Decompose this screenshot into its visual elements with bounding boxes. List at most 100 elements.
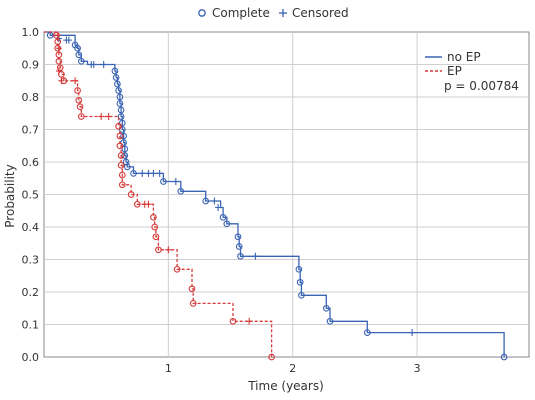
complete-marker-icon xyxy=(198,9,206,17)
series-no-ep-event-point xyxy=(500,353,508,361)
series-ep-censor-mark xyxy=(98,113,105,120)
series-ep-event-point xyxy=(75,96,83,104)
x-axis-title: Time (years) xyxy=(247,379,324,393)
legend-no-ep-label: no EP xyxy=(447,50,481,64)
series-no-ep-censor-mark xyxy=(215,204,222,211)
series-ep-event-point xyxy=(117,152,125,159)
series-legend: no EP EP p = 0.00784 xyxy=(425,50,519,93)
series-ep-event-point xyxy=(116,132,124,140)
series-no-ep xyxy=(44,31,508,361)
legend-complete-label: Complete xyxy=(212,6,270,20)
series-no-ep-censor-mark xyxy=(211,197,218,205)
series-ep-line xyxy=(44,31,273,357)
series-ep-event-point xyxy=(116,142,124,150)
series-ep-censor-mark xyxy=(165,246,172,254)
series-no-ep-event-point xyxy=(74,44,81,52)
series-no-ep-event-point xyxy=(123,163,131,171)
series-ep-censor-mark xyxy=(72,77,79,85)
series-no-ep-censor-mark xyxy=(100,61,107,68)
y-tick-label: 0.5 xyxy=(22,189,40,202)
series-ep-event-point xyxy=(115,122,122,130)
series-no-ep-event-point xyxy=(118,119,126,127)
series-no-ep-event-point xyxy=(115,87,122,94)
y-tick-label: 0.4 xyxy=(22,221,40,234)
series-no-ep-censor-mark xyxy=(172,178,179,185)
series-ep-censor-mark xyxy=(105,113,112,120)
series-ep-event-point xyxy=(173,265,181,273)
x-tick-label: 2 xyxy=(289,362,296,375)
series-ep-event-point xyxy=(77,113,85,120)
series-ep-censor-mark xyxy=(55,67,62,75)
series-no-ep-censor-mark xyxy=(90,61,97,68)
series-ep-censor-mark xyxy=(55,44,62,52)
series-ep-censor-mark xyxy=(54,31,61,39)
y-tick-label: 1.0 xyxy=(22,26,40,39)
x-tick-label: 1 xyxy=(165,362,172,375)
series-no-ep-event-point xyxy=(202,197,210,205)
series-no-ep-event-point xyxy=(116,93,124,101)
series-ep-event-point xyxy=(188,285,196,293)
x-tick-label: 3 xyxy=(414,362,421,375)
y-tick-label: 0.1 xyxy=(22,319,40,332)
series-no-ep-event-point xyxy=(363,329,371,336)
series-ep-event-point xyxy=(133,200,141,208)
series-no-ep-event-point xyxy=(234,233,242,241)
y-tick-label: 0.8 xyxy=(22,91,40,104)
series-no-ep-event-point xyxy=(77,57,85,65)
series-ep-event-point xyxy=(117,161,125,169)
series-no-ep-event-point xyxy=(237,252,244,260)
series-ep-censor-mark xyxy=(246,317,253,325)
legend-censored-label: Censored xyxy=(292,6,349,20)
p-value-label: p = 0.00784 xyxy=(444,79,519,93)
series-no-ep-event-point xyxy=(160,178,167,185)
series-no-ep-event-point xyxy=(298,291,305,299)
series-ep-event-point xyxy=(55,51,63,59)
series-ep-event-point xyxy=(151,223,159,231)
y-axis-ticks: 0.0 0.1 0.2 0.3 0.4 0.5 0.6 0.7 0.8 0.9 1.0 xyxy=(22,26,40,364)
series-ep-event-point xyxy=(229,317,237,325)
series-ep-event-point xyxy=(127,191,135,198)
series-no-ep-censor-mark xyxy=(139,169,146,177)
series-no-ep-event-point xyxy=(120,132,127,140)
series-no-ep-censor-mark xyxy=(150,169,157,177)
y-axis-title: Probability xyxy=(3,164,17,227)
x-axis-ticks: 1 2 3 xyxy=(165,362,421,375)
series-ep-event-point xyxy=(54,38,62,46)
series-no-ep-event-point xyxy=(112,74,120,81)
series-no-ep-event-point xyxy=(111,67,119,75)
series-ep-event-point xyxy=(268,353,275,361)
series-ep-event-point xyxy=(150,213,157,221)
series-ep-event-point xyxy=(189,300,197,307)
y-tick-label: 0.7 xyxy=(22,124,40,137)
censored-marker-icon xyxy=(279,9,287,17)
series-ep-event-point xyxy=(76,103,84,111)
series-ep-event-point xyxy=(118,181,126,189)
series-no-ep-event-point xyxy=(121,152,129,159)
top-legend: Complete Censored xyxy=(198,6,349,20)
series-ep-censor-mark xyxy=(58,77,65,85)
series-no-ep-event-point xyxy=(295,265,303,273)
legend-ep-label: EP xyxy=(447,64,462,78)
series-no-ep-event-point xyxy=(117,106,125,114)
series-no-ep-event-point xyxy=(120,139,127,146)
series-no-ep-event-point xyxy=(296,278,304,286)
series-no-ep-event-point xyxy=(322,304,330,312)
y-tick-label: 0.6 xyxy=(22,156,40,169)
series-ep-event-point xyxy=(118,171,126,179)
series-no-ep-event-point xyxy=(223,220,231,228)
y-tick-label: 0.0 xyxy=(22,351,40,364)
series-ep-censor-mark xyxy=(145,200,152,208)
series-ep xyxy=(44,31,275,361)
series-no-ep-event-point xyxy=(117,113,125,120)
series-no-ep-event-point xyxy=(75,51,83,59)
series-no-ep-censor-mark xyxy=(65,36,72,44)
series-ep-event-point xyxy=(155,246,162,254)
series-no-ep-event-point xyxy=(326,317,334,325)
series-ep-event-point xyxy=(74,87,81,94)
series-no-ep-event-point xyxy=(116,100,124,107)
series-no-ep-censor-mark xyxy=(252,252,259,260)
y-tick-label: 0.2 xyxy=(22,286,40,299)
series-no-ep-event-point xyxy=(219,213,227,221)
